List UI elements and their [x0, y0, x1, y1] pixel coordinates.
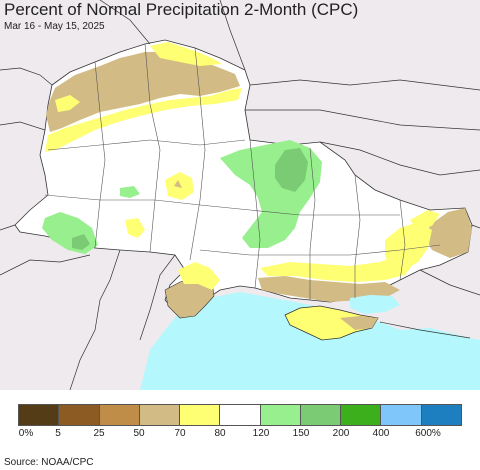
legend-label: 600%: [415, 428, 441, 439]
legend-swatch: [139, 405, 181, 425]
precip-70-80-southwest-coast: [178, 262, 220, 290]
legend-label: 70: [174, 428, 186, 439]
precipitation-map: [0, 0, 480, 390]
precip-50-70-central-dot: [174, 180, 182, 188]
sea-of-azov: [350, 295, 400, 314]
country-borders: [0, 0, 480, 390]
source-note: Source: NOAA/CPC: [4, 457, 94, 468]
legend-color-bar: [18, 404, 462, 426]
legend-swatch: [381, 405, 422, 425]
black-sea: [140, 292, 480, 390]
legend-label: 50: [133, 428, 145, 439]
precip-70-80-west-edge: [55, 95, 80, 112]
legend-swatch: [99, 405, 140, 425]
precip-50-70-northwest: [46, 52, 240, 132]
legend-swatch: [220, 405, 261, 425]
legend-swatch: [59, 405, 100, 425]
legend-swatch: [341, 405, 382, 425]
legend-label: 80: [214, 428, 226, 439]
precip-70-80-east-small: [410, 210, 440, 230]
legend-labels: 0% 5 25 50 70 80 120 150 200 400 600%: [0, 428, 480, 442]
precip-120-150-small: [120, 186, 140, 198]
map-title: Percent of Normal Precipitation 2-Month …: [4, 0, 359, 19]
legend-swatch: [180, 405, 221, 425]
legend-label: 120: [252, 428, 270, 439]
legend-label: 200: [332, 428, 350, 439]
oblast-borders: [44, 43, 441, 300]
legend-swatch: [421, 405, 461, 425]
precip-70-80-northwest: [45, 88, 242, 152]
legend-label: 400: [372, 428, 390, 439]
precip-70-80-north-edge: [150, 42, 222, 66]
precip-150-200-west: [72, 234, 90, 250]
precip-150-200-northeast: [275, 148, 308, 192]
legend-label: 0%: [18, 428, 34, 439]
legend-label: 25: [93, 428, 105, 439]
legend-swatch: [300, 405, 342, 425]
date-range: Mar 16 - May 15, 2025: [4, 21, 105, 32]
precip-70-80-southwest: [125, 218, 145, 238]
precip-70-80-east: [385, 222, 432, 272]
legend-label: 5: [55, 428, 61, 439]
precip-70-80-south: [260, 255, 415, 282]
legend-label: 150: [292, 428, 310, 439]
legend-swatch: [260, 405, 301, 425]
precip-50-70-south: [258, 276, 400, 302]
legend-swatch: [19, 405, 60, 425]
precip-50-70-crimea: [340, 316, 378, 330]
